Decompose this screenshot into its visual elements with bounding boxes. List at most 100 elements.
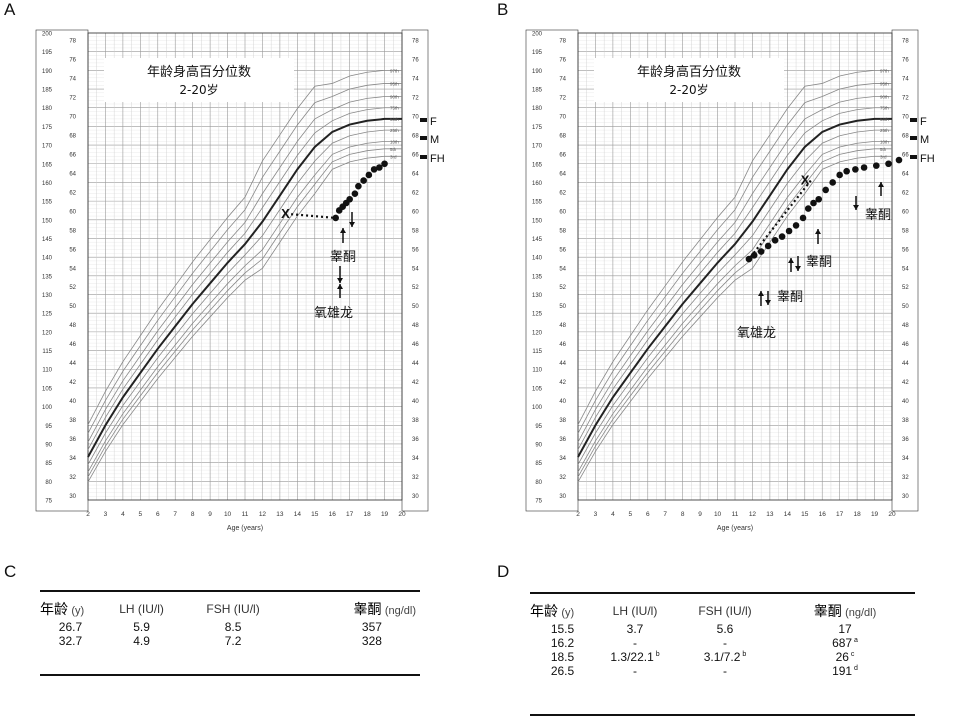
percentile-label: 95th (390, 81, 399, 86)
right-axis-strip (401, 29, 429, 512)
right-marker-label: FH (430, 153, 445, 165)
table-d-top-rule (530, 592, 915, 594)
tick-label-in: 76 (412, 58, 419, 64)
testosterone-stop-arrow-head (349, 222, 355, 227)
tick-label-cm: 150 (532, 218, 543, 224)
table-row: 26.5 - - 191 d (530, 664, 915, 678)
tick-label-in: 70 (559, 114, 566, 120)
table-d-cell-t: 26 c (835, 650, 855, 664)
tick-label-in: 38 (412, 418, 419, 424)
patient-data-point (860, 164, 868, 171)
patient-data-point (745, 255, 753, 263)
tick-label-cm: 115 (42, 349, 52, 355)
x-tick-label: 15 (311, 511, 319, 518)
patient-data-point (381, 160, 388, 168)
tick-label-in: 30 (902, 494, 909, 500)
x-tick-label: 8 (191, 511, 195, 518)
percentile-curve (87, 69, 402, 425)
tick-label-in: 54 (412, 266, 419, 272)
baseline-x-marker: X (801, 173, 810, 188)
right-marker-label: M (920, 134, 929, 146)
patient-data-point (365, 171, 373, 179)
tick-label-cm: 160 (42, 181, 53, 187)
tick-label-in: 64 (69, 171, 76, 177)
tick-label-in: 50 (412, 304, 419, 310)
percentile-label: 95th (880, 81, 889, 86)
table-c-bottom-rule (40, 674, 420, 676)
percentile-curve (577, 155, 892, 483)
tick-label-in: 54 (559, 266, 566, 272)
tick-label-in: 52 (902, 285, 909, 291)
tick-label-in: 36 (902, 437, 909, 443)
x-tick-label: 19 (381, 511, 389, 518)
tick-label-in: 78 (69, 39, 76, 45)
percentile-curve (87, 129, 402, 465)
tick-label-cm: 90 (45, 442, 52, 448)
percentile-curve (577, 83, 892, 434)
table-c-header-row: 年龄 (y) LH (IU/l) FSH (IU/l) 睾酮 (ng/dl) (40, 598, 420, 620)
table-d-header-t-unit: (ng/dl) (845, 607, 877, 619)
percentile-curve (577, 96, 892, 443)
tick-label-in: 60 (69, 209, 76, 215)
percentile-label: 97th (880, 68, 889, 73)
x-tick-label: 14 (784, 511, 792, 518)
tick-label-cm: 135 (42, 274, 53, 280)
right-marker-label: M (430, 134, 439, 146)
patient-data-point (829, 179, 836, 186)
tick-label-in: 68 (902, 133, 909, 139)
tick-label-cm: 155 (532, 200, 543, 206)
x-tick-label: 7 (663, 511, 667, 518)
panel-label-c: C (4, 562, 17, 581)
tick-label-in: 38 (69, 418, 76, 424)
percentile-curve (577, 140, 892, 473)
tick-label-in: 48 (559, 323, 566, 329)
tick-label-cm: 115 (532, 349, 542, 355)
tick-label-in: 68 (412, 133, 419, 139)
panel-label-a: A (4, 0, 16, 19)
tick-label-in: 54 (69, 266, 76, 272)
patient-data-point (376, 164, 383, 171)
tick-label-in: 70 (412, 114, 419, 120)
x-tick-label: 11 (732, 511, 739, 518)
baseline-x-marker: X (281, 206, 290, 221)
x-tick-label: 18 (363, 511, 371, 518)
tick-label-in: 42 (412, 380, 419, 386)
table-c-header-t-unit: (ng/dl) (384, 605, 416, 617)
right-marker-label: F (430, 116, 437, 128)
tick-label-in: 52 (69, 285, 76, 291)
x-tick-label: 9 (698, 511, 702, 518)
table-d-cell-fsh: - (723, 636, 727, 650)
tick-label-in: 32 (69, 475, 76, 481)
parent-height-marker (420, 118, 427, 122)
x-tick-label: 7 (173, 511, 177, 518)
table-c-header-fsh: FSH (IU/l) (206, 602, 260, 616)
table-d-header-lh: LH (IU/l) (612, 604, 658, 618)
table-d-header-row: 年龄 (y) LH (IU/l) FSH (IU/l) 睾酮 (ng/dl) (530, 600, 915, 622)
patient-data-point (778, 233, 786, 240)
x-tick-label: 14 (294, 511, 302, 518)
tick-label-in: 78 (559, 39, 566, 45)
parent-height-marker (910, 118, 917, 122)
table-d-header-fsh: FSH (IU/l) (698, 604, 752, 618)
title-box (104, 58, 294, 102)
tick-label-cm: 80 (535, 480, 542, 486)
tick-label-in: 42 (902, 380, 909, 386)
tick-label-cm: 120 (532, 330, 543, 336)
tick-label-in: 72 (69, 95, 76, 101)
tick-label-in: 64 (559, 171, 566, 177)
x-tick-label: 5 (629, 511, 633, 518)
table-c-cell-t: 357 (361, 620, 382, 634)
percentile-label: 5th (390, 147, 397, 152)
tick-label-in: 76 (559, 58, 566, 64)
right-marker-label: F (920, 116, 927, 128)
tick-label-in: 36 (559, 437, 566, 443)
tick-label-in: 66 (902, 152, 909, 158)
x-tick-label: 4 (121, 511, 125, 518)
tick-label-cm: 100 (42, 405, 53, 411)
x-tick-label: 2 (86, 511, 90, 518)
oxandrolone-start-arrow-head (337, 284, 343, 289)
tick-label-in: 40 (412, 399, 419, 405)
hormone-table-c: 年龄 (y) LH (IU/l) FSH (IU/l) 睾酮 (ng/dl) 2… (40, 590, 420, 676)
table-row: 32.7 4.9 7.2 328 (40, 634, 420, 648)
parent-height-marker (910, 136, 917, 140)
